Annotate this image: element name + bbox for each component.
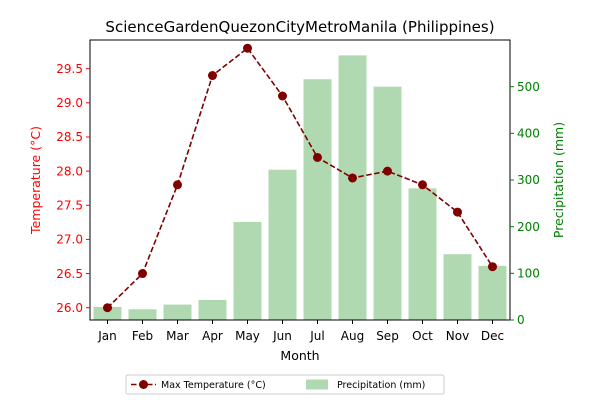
y-right-tick-label: 0 [517,313,525,327]
x-tick-label: Jan [97,329,117,343]
precipitation-bar-sep [373,86,402,321]
legend: Max Temperature (°C) Precipitation (mm) [125,374,445,395]
y-left-tick-label: 29.5 [56,62,83,76]
precipitation-bar-nov [443,254,472,320]
temperature-point-may [243,43,252,53]
y-right-tick-label: 400 [517,127,540,141]
y-right-tick-label: 300 [517,173,540,187]
x-tick-label: May [235,329,260,343]
temperature-point-feb [138,269,147,279]
temperature-point-nov [453,207,462,217]
temperature-point-apr [208,71,217,81]
precipitation-bar-aug [338,55,367,321]
temperature-point-jan [103,303,112,313]
temperature-point-aug [348,173,357,183]
y-right-tick-label: 500 [517,80,540,94]
x-tick-label: Dec [481,329,504,343]
x-tick-label: Sep [376,329,399,343]
precipitation-bar-dec [478,265,507,320]
legend-temperature-label: Max Temperature (°C) [161,380,266,391]
y-left-tick-label: 28.0 [56,164,83,178]
y-right-tick-label: 100 [517,267,540,281]
y-left-tick-label: 28.5 [56,130,83,144]
y-axis-left-label: Temperature (°C) [28,126,43,235]
x-tick-label: Mar [166,329,189,343]
precipitation-bar-jan [93,306,122,320]
x-tick-label: Jul [309,329,324,343]
axes: Jan Feb Mar Apr May Jun Jul Aug Sep Oct Nov Dec 26.0… [56,39,540,343]
temperature-point-oct [418,180,427,190]
legend-precipitation-swatch [306,379,328,390]
precipitation-bar-may [233,222,262,320]
y-left-tick-label: 27.0 [56,233,83,247]
x-tick-label: Nov [446,329,469,343]
temperature-point-sep [383,166,392,176]
axis-labels: Month Temperature (°C) Precipitation (mm… [28,122,566,363]
precipitation-bar-feb [128,309,157,320]
precipitation-bar-apr [198,299,227,320]
y-left-tick-label: 26.0 [56,301,83,315]
precipitation-bar-jul [303,79,332,320]
y-right-tick-label: 200 [517,220,540,234]
chart-title: ScienceGardenQuezonCityMetroManila (Phil… [105,18,494,36]
legend-precipitation-label: Precipitation (mm) [337,380,425,391]
temperature-point-mar [173,180,182,190]
precipitation-bar-jun [268,169,297,320]
temperature-line [103,43,497,313]
temperature-point-jul [313,152,322,162]
precipitation-bar-oct [408,188,437,320]
precipitation-bar-mar [163,304,192,320]
x-tick-label: Feb [132,329,153,343]
x-tick-label: Oct [412,329,433,343]
y-left-tick-label: 29.0 [56,96,83,110]
x-tick-label: Jun [272,329,292,343]
y-axis-right-label: Precipitation (mm) [551,122,566,238]
temperature-point-jun [278,91,287,101]
y-left-tick-label: 26.5 [56,267,83,281]
x-axis-label: Month [280,348,319,363]
legend-box [125,374,445,395]
temperature-point-dec [488,262,497,272]
x-tick-label: Aug [341,329,364,343]
y-left-tick-label: 27.5 [56,198,83,212]
x-tick-label: Apr [202,329,223,343]
precipitation-bars [93,55,507,321]
temperature-series-line [106,47,494,309]
legend-temperature-marker [139,380,148,389]
